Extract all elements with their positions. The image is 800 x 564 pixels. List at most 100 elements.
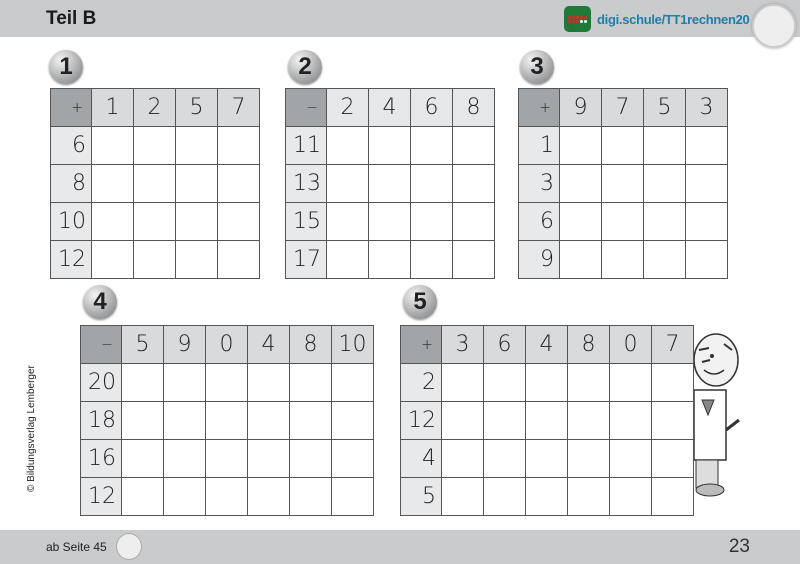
answer-cell[interactable] [441,477,484,516]
answer-cell[interactable] [525,363,568,402]
answer-cell[interactable] [217,164,260,203]
answer-cell[interactable] [205,401,248,440]
answer-cell[interactable] [91,164,134,203]
arithmetic-table: +9 7 5 3 1 3 6 9 [518,88,728,279]
answer-cell[interactable] [685,126,728,165]
answer-cell[interactable] [175,240,218,279]
answer-cell[interactable] [217,240,260,279]
answer-cell[interactable] [410,164,453,203]
column-header: 1 [91,88,134,127]
answer-cell[interactable] [326,164,369,203]
answer-cell[interactable] [483,439,526,478]
answer-cell[interactable] [163,477,206,516]
answer-cell[interactable] [483,401,526,440]
answer-cell[interactable] [559,202,602,241]
answer-cell[interactable] [247,439,290,478]
answer-cell[interactable] [651,401,694,440]
answer-cell[interactable] [133,164,176,203]
answer-cell[interactable] [567,363,610,402]
answer-cell[interactable] [331,363,374,402]
answer-cell[interactable] [525,439,568,478]
answer-cell[interactable] [452,202,495,241]
answer-cell[interactable] [368,202,411,241]
answer-cell[interactable] [410,126,453,165]
answer-cell[interactable] [368,164,411,203]
answer-cell[interactable] [289,477,332,516]
answer-cell[interactable] [559,126,602,165]
link-text[interactable]: digi.schule/TT1rechnen20 [597,11,750,27]
answer-cell[interactable] [410,240,453,279]
answer-cell[interactable] [217,126,260,165]
answer-cell[interactable] [133,240,176,279]
digi-link[interactable]: digi.schule/TT1rechnen20 [564,6,750,32]
answer-cell[interactable] [601,202,644,241]
answer-cell[interactable] [525,401,568,440]
answer-cell[interactable] [133,202,176,241]
answer-cell[interactable] [601,240,644,279]
answer-cell[interactable] [133,126,176,165]
answer-cell[interactable] [601,164,644,203]
answer-cell[interactable] [163,439,206,478]
answer-cell[interactable] [452,126,495,165]
answer-cell[interactable] [163,401,206,440]
answer-cell[interactable] [289,439,332,478]
answer-cell[interactable] [205,477,248,516]
answer-cell[interactable] [643,240,686,279]
answer-cell[interactable] [326,240,369,279]
answer-cell[interactable] [326,202,369,241]
answer-cell[interactable] [559,240,602,279]
answer-cell[interactable] [643,164,686,203]
answer-cell[interactable] [331,401,374,440]
answer-cell[interactable] [441,439,484,478]
answer-cell[interactable] [567,439,610,478]
answer-cell[interactable] [685,164,728,203]
answer-cell[interactable] [163,363,206,402]
answer-cell[interactable] [331,477,374,516]
answer-cell[interactable] [609,439,652,478]
answer-cell[interactable] [91,240,134,279]
answer-cell[interactable] [368,126,411,165]
answer-cell[interactable] [121,363,164,402]
answer-cell[interactable] [559,164,602,203]
answer-cell[interactable] [651,477,694,516]
answer-cell[interactable] [217,202,260,241]
answer-cell[interactable] [651,439,694,478]
answer-cell[interactable] [91,202,134,241]
answer-cell[interactable] [247,401,290,440]
answer-cell[interactable] [685,240,728,279]
answer-cell[interactable] [567,477,610,516]
answer-cell[interactable] [441,401,484,440]
answer-cell[interactable] [175,164,218,203]
answer-cell[interactable] [175,126,218,165]
answer-cell[interactable] [441,363,484,402]
answer-cell[interactable] [289,401,332,440]
answer-cell[interactable] [289,363,332,402]
answer-cell[interactable] [205,439,248,478]
answer-cell[interactable] [483,477,526,516]
answer-cell[interactable] [121,439,164,478]
answer-cell[interactable] [175,202,218,241]
answer-cell[interactable] [205,363,248,402]
answer-cell[interactable] [121,477,164,516]
answer-cell[interactable] [643,202,686,241]
answer-cell[interactable] [326,126,369,165]
answer-cell[interactable] [121,401,164,440]
answer-cell[interactable] [525,477,568,516]
answer-cell[interactable] [247,477,290,516]
answer-cell[interactable] [643,126,686,165]
answer-cell[interactable] [368,240,411,279]
answer-cell[interactable] [601,126,644,165]
answer-cell[interactable] [609,363,652,402]
answer-cell[interactable] [452,240,495,279]
answer-cell[interactable] [452,164,495,203]
answer-cell[interactable] [685,202,728,241]
answer-cell[interactable] [247,363,290,402]
answer-cell[interactable] [91,126,134,165]
answer-cell[interactable] [410,202,453,241]
answer-cell[interactable] [331,439,374,478]
answer-cell[interactable] [567,401,610,440]
answer-cell[interactable] [609,477,652,516]
answer-cell[interactable] [609,401,652,440]
answer-cell[interactable] [651,363,694,402]
answer-cell[interactable] [483,363,526,402]
